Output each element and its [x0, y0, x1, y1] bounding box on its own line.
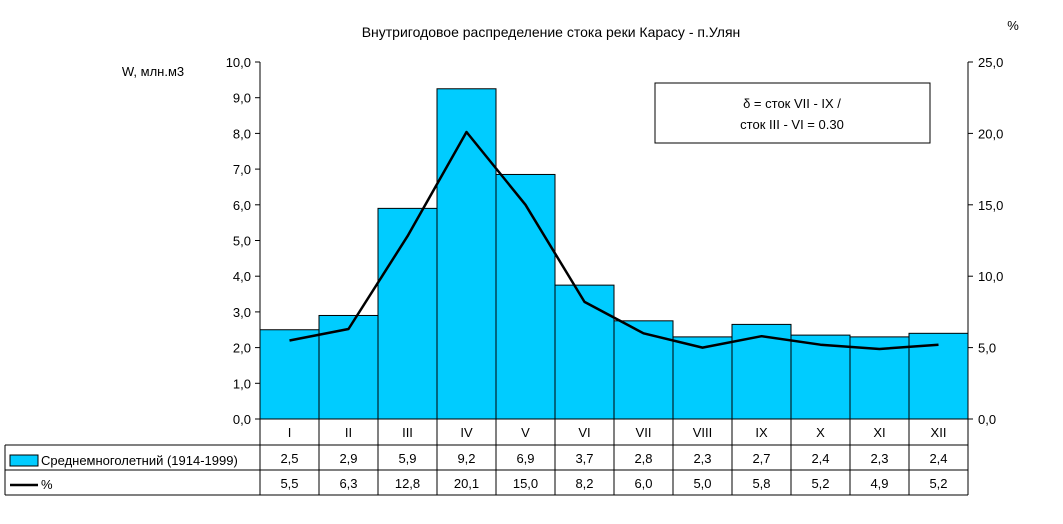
bar-V — [495, 173, 556, 420]
percent-value-label: 20,1 — [454, 476, 479, 491]
bar-value-label: 2,8 — [634, 451, 652, 466]
left-tick-label: 9,0 — [233, 91, 251, 106]
legend-bar-swatch — [9, 454, 39, 467]
bar-X — [790, 334, 851, 420]
category-label: IV — [460, 425, 473, 440]
percent-value-label: 6,0 — [634, 476, 652, 491]
legend-line: % — [10, 477, 53, 492]
bar-value-label: 5,9 — [398, 451, 416, 466]
category-label: VIII — [693, 425, 713, 440]
right-tick-label: 10,0 — [978, 269, 1003, 284]
percent-value-label: 5,2 — [929, 476, 947, 491]
series-line-percent — [289, 130, 939, 351]
right-tick-label: 5,0 — [978, 341, 996, 356]
category-label: X — [816, 425, 825, 440]
bar-VI — [554, 284, 615, 420]
left-tick-label: 0,0 — [233, 412, 251, 427]
bar-III — [377, 207, 438, 420]
percent-value-label: 5,8 — [752, 476, 770, 491]
left-tick-label: 8,0 — [233, 126, 251, 141]
left-axis-label: W, млн.м3 — [122, 64, 184, 79]
bar-XI — [849, 336, 910, 420]
percent-value-label: 4,9 — [870, 476, 888, 491]
annotation-line-1: δ = сток VII - IX / — [743, 96, 841, 111]
percent-value-label: 5,2 — [811, 476, 829, 491]
left-tick-label: 10,0 — [226, 55, 251, 70]
legend-bar: Среднемноголетний (1914-1999) — [9, 453, 238, 468]
percent-value-label: 5,5 — [280, 476, 298, 491]
bar-VII — [613, 320, 674, 420]
bar-value-label: 2,4 — [811, 451, 829, 466]
percent-value-label: 8,2 — [575, 476, 593, 491]
legend-bar-label: Среднемноголетний (1914-1999) — [41, 453, 238, 468]
bar-value-label: 2,4 — [929, 451, 947, 466]
bar-IV — [436, 88, 497, 420]
category-label: II — [345, 425, 352, 440]
percent-value-label: 12,8 — [395, 476, 420, 491]
bar-XII — [908, 332, 969, 420]
left-tick-label: 1,0 — [233, 376, 251, 391]
percent-value-label: 5,0 — [693, 476, 711, 491]
percent-value-label: 15,0 — [513, 476, 538, 491]
left-tick-label: 6,0 — [233, 198, 251, 213]
left-tick-label: 7,0 — [233, 162, 251, 177]
category-label: IX — [755, 425, 768, 440]
bar-VIII — [672, 336, 733, 420]
right-axis-label: % — [1007, 18, 1019, 33]
bar-value-label: 2,3 — [870, 451, 888, 466]
legend-line-label: % — [41, 477, 53, 492]
bar-value-label: 2,7 — [752, 451, 770, 466]
left-tick-label: 2,0 — [233, 341, 251, 356]
right-tick-label: 20,0 — [978, 126, 1003, 141]
bar-I — [259, 329, 320, 420]
bar-value-label: 2,5 — [280, 451, 298, 466]
annotation-box: δ = сток VII - IX / сток III - VI = 0.30 — [654, 82, 931, 144]
category-label: VI — [578, 425, 590, 440]
right-tick-label: 25,0 — [978, 55, 1003, 70]
category-label: VII — [636, 425, 652, 440]
bar-value-label: 6,9 — [516, 451, 534, 466]
bar-value-label: 2,9 — [339, 451, 357, 466]
category-label: XII — [931, 425, 947, 440]
percent-value-label: 6,3 — [339, 476, 357, 491]
category-label: I — [288, 425, 292, 440]
right-tick-label: 15,0 — [978, 198, 1003, 213]
category-label: V — [521, 425, 530, 440]
category-label: III — [402, 425, 413, 440]
left-tick-label: 3,0 — [233, 305, 251, 320]
bar-value-label: 9,2 — [457, 451, 475, 466]
bar-II — [318, 314, 379, 420]
bar-value-label: 2,3 — [693, 451, 711, 466]
right-tick-label: 0,0 — [978, 412, 996, 427]
chart-title: Внутригодовое распределение стока реки К… — [362, 24, 741, 40]
bar-value-label: 3,7 — [575, 451, 593, 466]
left-tick-label: 4,0 — [233, 269, 251, 284]
left-tick-label: 5,0 — [233, 234, 251, 249]
annotation-line-2: сток III - VI = 0.30 — [740, 117, 844, 132]
category-label: XI — [873, 425, 885, 440]
